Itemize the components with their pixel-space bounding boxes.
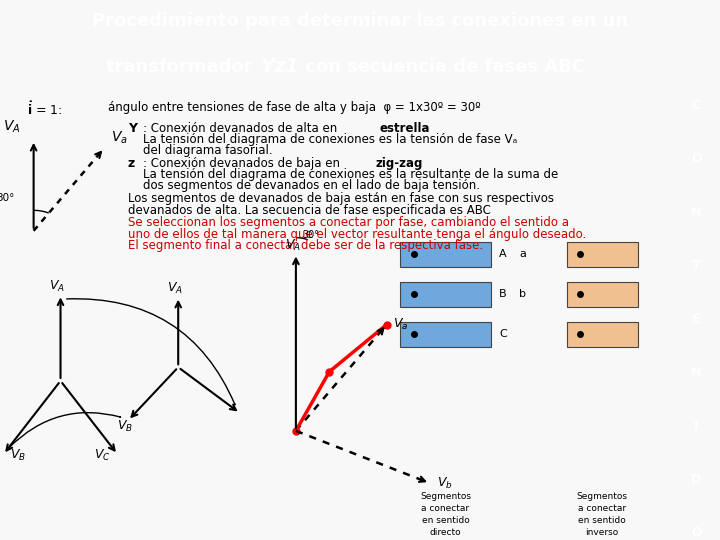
Text: estrella: estrella: [380, 122, 431, 134]
Text: O: O: [691, 526, 701, 539]
Text: B: B: [499, 289, 507, 300]
Text: La tensión del diagrama de conexiones es la tensión de fase Vₐ: La tensión del diagrama de conexiones es…: [143, 133, 517, 146]
Text: $V_A$: $V_A$: [167, 281, 183, 296]
Text: I: I: [694, 420, 698, 433]
Text: El segmento final a conectar debe ser de la respectiva fase.: El segmento final a conectar debe ser de…: [127, 239, 483, 252]
Text: zig-zag: zig-zag: [375, 157, 423, 170]
Text: $V_a$: $V_a$: [111, 130, 127, 146]
Text: $V_B$: $V_B$: [10, 448, 26, 463]
Text: A: A: [499, 249, 507, 259]
FancyBboxPatch shape: [400, 322, 491, 347]
Text: N: N: [691, 366, 701, 379]
Text: T: T: [692, 259, 701, 272]
FancyArrowPatch shape: [67, 299, 235, 404]
Text: Y: Y: [127, 122, 137, 134]
Text: N: N: [691, 206, 701, 219]
Text: $V_A$: $V_A$: [3, 119, 20, 136]
Text: $V_A$: $V_A$: [49, 279, 65, 294]
Text: del diagrama fasorial.: del diagrama fasorial.: [143, 144, 272, 158]
Text: $V_a$: $V_a$: [393, 317, 409, 332]
Text: 30°: 30°: [302, 230, 320, 240]
Text: 30°: 30°: [0, 193, 15, 203]
Text: $V_A$: $V_A$: [284, 238, 300, 253]
Text: dos segmentos de devanados en el lado de baja tensión.: dos segmentos de devanados en el lado de…: [143, 179, 480, 192]
Text: : Conexión devanados de baja en: : Conexión devanados de baja en: [143, 157, 343, 170]
FancyBboxPatch shape: [400, 242, 491, 267]
Text: uno de ellos de tal manera que el vector resultante tenga el ángulo deseado.: uno de ellos de tal manera que el vector…: [127, 228, 586, 241]
Text: Procedimiento para determinar las conexiones en un: Procedimiento para determinar las conexi…: [92, 12, 628, 30]
Text: O: O: [691, 152, 701, 165]
Text: devanados de alta. La secuencia de fase especificada es ABC: devanados de alta. La secuencia de fase …: [127, 204, 490, 217]
Text: $V_b$: $V_b$: [436, 476, 452, 491]
FancyBboxPatch shape: [567, 282, 637, 307]
Text: uninorte: uninorte: [605, 37, 706, 57]
Text: : Conexión devanados de alta en: : Conexión devanados de alta en: [143, 122, 341, 134]
Text: E: E: [692, 313, 701, 326]
Text: ángulo entre tensiones de fase de alta y baja  φ = 1x30º = 30º: ángulo entre tensiones de fase de alta y…: [107, 101, 480, 114]
Text: uninorte: uninorte: [692, 468, 701, 503]
Text: Se seleccionan los segmentos a conectar por fase, cambiando el sentido a: Se seleccionan los segmentos a conectar …: [127, 216, 569, 229]
FancyArrowPatch shape: [9, 413, 120, 448]
Text: La tensión del diagrama de conexiones es la resultante de la suma de: La tensión del diagrama de conexiones es…: [143, 168, 558, 181]
Text: z: z: [127, 157, 135, 170]
Text: Segmentos
a conectar
en sentido
directo: Segmentos a conectar en sentido directo: [420, 492, 471, 537]
Text: $V_B$: $V_B$: [117, 418, 132, 434]
Text: D: D: [691, 473, 701, 486]
Text: a: a: [519, 249, 526, 259]
Text: transformador: transformador: [107, 58, 259, 76]
Text: $V_C$: $V_C$: [94, 448, 111, 463]
Text: Segmentos
a conectar
en sentido
inverso: Segmentos a conectar en sentido inverso: [577, 492, 628, 537]
FancyBboxPatch shape: [567, 242, 637, 267]
Text: Yz1: Yz1: [261, 57, 300, 76]
Text: $\mathbf{\dot{i}}$ = 1:: $\mathbf{\dot{i}}$ = 1:: [27, 101, 63, 118]
Text: Los segmentos de devanados de baja están en fase con sus respectivos: Los segmentos de devanados de baja están…: [127, 192, 554, 205]
Text: b: b: [519, 289, 526, 300]
FancyBboxPatch shape: [400, 282, 491, 307]
Text: C: C: [692, 99, 701, 112]
FancyBboxPatch shape: [567, 322, 637, 347]
Text: C: C: [499, 329, 507, 340]
Text: con secuencia de fases ABC: con secuencia de fases ABC: [299, 58, 585, 76]
